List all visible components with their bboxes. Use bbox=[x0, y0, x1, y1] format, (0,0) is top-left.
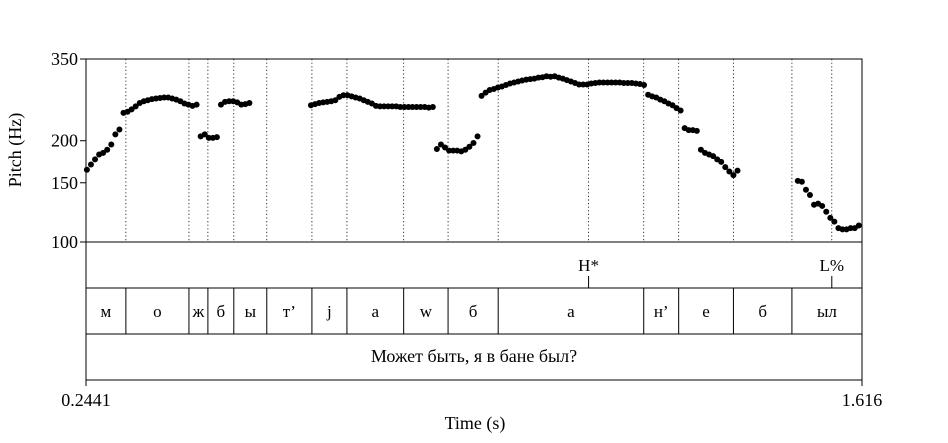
pitch-point bbox=[798, 178, 805, 185]
pitch-point bbox=[87, 161, 94, 168]
pitch-point bbox=[730, 172, 737, 179]
segment-label: н’ bbox=[654, 302, 669, 321]
pitch-point bbox=[831, 218, 838, 225]
pitch-point bbox=[429, 103, 436, 110]
tone-label: L% bbox=[820, 256, 845, 275]
pitch-point bbox=[462, 146, 469, 153]
sentence-tier-frame bbox=[85, 333, 863, 381]
pitch-point bbox=[677, 107, 684, 114]
pitch-point bbox=[83, 166, 90, 173]
pitch-point bbox=[478, 92, 485, 99]
pitch-point bbox=[726, 168, 733, 175]
y-axis-label: Pitch (Hz) bbox=[5, 113, 26, 187]
segment-label: w bbox=[420, 302, 433, 321]
pitch-point bbox=[823, 208, 830, 215]
pitch-point bbox=[474, 133, 481, 140]
segment-label: т’ bbox=[283, 302, 296, 321]
segment-label: ы bbox=[245, 302, 257, 321]
pitch-point bbox=[108, 141, 115, 148]
segment-label: б bbox=[217, 302, 226, 321]
pitch-point bbox=[641, 81, 648, 88]
segment-label: j bbox=[326, 302, 332, 321]
segment-label: о bbox=[153, 302, 162, 321]
pitch-point bbox=[802, 186, 809, 193]
pitch-point bbox=[819, 202, 826, 209]
y-tick-label: 200 bbox=[51, 131, 78, 151]
pitch-point bbox=[112, 131, 119, 138]
pitch-point bbox=[710, 153, 717, 160]
sentence-transcription: Может быть, я в бане был? bbox=[371, 346, 577, 366]
segment-label: а bbox=[567, 302, 575, 321]
y-tick-label: 150 bbox=[51, 173, 78, 193]
pitch-point bbox=[433, 146, 440, 153]
pitch-point bbox=[132, 103, 139, 110]
pitch-point bbox=[104, 146, 111, 153]
pitch-point bbox=[246, 99, 253, 106]
segment-label: м bbox=[101, 302, 112, 321]
pitch-point bbox=[855, 222, 862, 229]
segment-label: ж bbox=[192, 302, 205, 321]
pitch-point bbox=[693, 127, 700, 134]
pitch-point bbox=[806, 191, 813, 198]
pitch-point bbox=[697, 146, 704, 153]
pitch-point bbox=[92, 156, 99, 163]
pitch-point bbox=[470, 139, 477, 146]
x-tick-label-end: 1.616 bbox=[842, 390, 883, 410]
pitch-point bbox=[213, 134, 220, 141]
pitch-point bbox=[442, 144, 449, 151]
pitch-point bbox=[722, 164, 729, 171]
tone-tier-frame bbox=[85, 241, 863, 289]
segment-label: а bbox=[372, 302, 380, 321]
x-tick-label-start: 0.2441 bbox=[61, 390, 111, 410]
pitch-point bbox=[466, 143, 473, 150]
pitch-point bbox=[718, 158, 725, 165]
pitch-point bbox=[100, 149, 107, 156]
pitch-point bbox=[116, 126, 123, 133]
pitch-panel-frame bbox=[85, 58, 863, 243]
y-tick-label: 100 bbox=[51, 232, 78, 252]
tone-label: H* bbox=[578, 256, 599, 275]
segment-label: б bbox=[469, 302, 478, 321]
pitch-point bbox=[734, 167, 741, 174]
y-tick-label: 350 bbox=[51, 49, 78, 69]
pitch-point bbox=[193, 101, 200, 108]
segment-label: е bbox=[702, 302, 710, 321]
pitch-point bbox=[332, 97, 339, 104]
x-axis-label: Time (s) bbox=[445, 413, 506, 434]
pitch-point bbox=[201, 131, 208, 138]
segment-label: б bbox=[758, 302, 767, 321]
segment-label: ыл bbox=[817, 302, 837, 321]
pitch-point bbox=[827, 214, 834, 221]
